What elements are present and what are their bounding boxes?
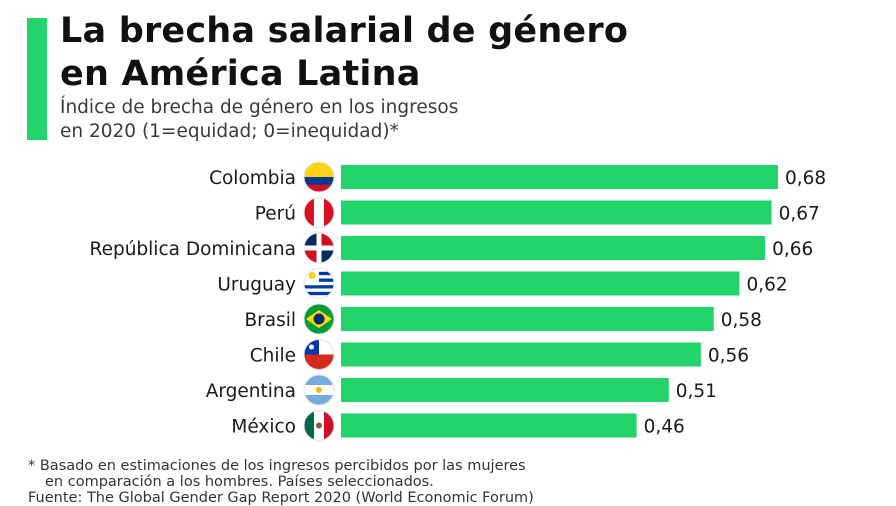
brazil-flag-icon: [303, 303, 335, 335]
bar-chart: Colombia 0,68 Perú 0,67 República Dominicana…: [90, 161, 826, 441]
value-label: 0,51: [676, 381, 717, 402]
bar-8: [341, 413, 637, 438]
chile-flag-icon: [303, 339, 335, 370]
title-line-2: en América Latina: [60, 54, 421, 94]
colombia-flag-icon: [303, 161, 335, 193]
argentina-flag-icon: [303, 374, 335, 406]
mexico-flag-icon: [303, 410, 335, 441]
peru-flag-icon: [303, 197, 335, 228]
category-label: Colombia: [209, 168, 296, 189]
category-label: Perú: [255, 204, 296, 225]
footnote: * Basado en estimaciones de los ingresos…: [28, 458, 534, 506]
accent-bar: [27, 18, 47, 140]
bar-3: [341, 236, 766, 260]
value-label: 0,62: [746, 275, 787, 296]
value-label: 0,46: [644, 417, 685, 438]
title-line-1: La brecha salarial de género: [60, 11, 629, 51]
chart-title: La brecha salarial de género en América …: [60, 10, 628, 96]
value-label: 0,58: [721, 310, 762, 331]
footnote-line-1: * Basado en estimaciones de los ingresos…: [28, 458, 526, 474]
category-label: Uruguay: [217, 275, 296, 296]
source-line: Fuente: The Global Gender Gap Report 202…: [28, 490, 534, 506]
bar-6: [341, 342, 701, 367]
value-label: 0,66: [772, 239, 813, 260]
category-label: Brasil: [244, 310, 296, 331]
bar-4: [341, 271, 740, 296]
uruguay-flag-icon: [303, 268, 335, 299]
category-label: República Dominicana: [90, 239, 296, 260]
category-label: Chile: [250, 346, 296, 367]
value-label: 0,56: [708, 346, 749, 367]
bar-7: [341, 378, 669, 402]
category-label: Argentina: [206, 381, 296, 402]
dominican-republic-flag-icon: [303, 232, 335, 264]
subtitle-line-1: Índice de brecha de género en los ingres…: [60, 97, 459, 118]
value-label: 0,67: [779, 204, 820, 225]
bar-1: [341, 165, 778, 189]
footnote-line-2: en comparación a los hombres. Países sel…: [45, 474, 434, 490]
subtitle-line-2: en 2020 (1=equidad; 0=inequidad)*: [60, 121, 399, 142]
chart-subtitle: Índice de brecha de género en los ingres…: [60, 96, 458, 144]
bar-2: [341, 200, 772, 225]
bar-5: [341, 307, 714, 331]
value-label: 0,68: [785, 168, 826, 189]
category-label: México: [231, 417, 296, 438]
